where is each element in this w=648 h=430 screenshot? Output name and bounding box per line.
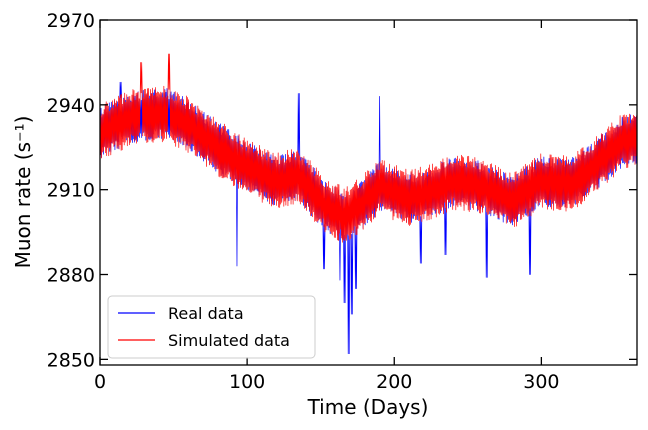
y-tick-label: 2910 xyxy=(47,180,95,202)
x-tick-label: 300 xyxy=(523,371,559,393)
x-tick-labels: 0 100 200 300 xyxy=(94,371,560,393)
y-axis-label: Muon rate (s⁻¹) xyxy=(11,116,35,269)
y-tick-labels: 2850 2880 2910 2940 2970 xyxy=(47,10,95,371)
legend-label-real-data: Real data xyxy=(168,304,244,323)
y-tick-label: 2850 xyxy=(47,349,95,371)
x-tick-label: 0 xyxy=(94,371,106,393)
legend-label-simulated-data: Simulated data xyxy=(168,331,290,350)
x-tick-label: 200 xyxy=(376,371,412,393)
series-line-simulated-data xyxy=(100,53,637,243)
y-tick-label: 2970 xyxy=(47,10,95,32)
x-axis-label: Time (Days) xyxy=(307,395,429,419)
legend-box xyxy=(107,295,316,359)
y-tick-label: 2940 xyxy=(47,95,95,117)
plot-frame xyxy=(99,19,638,366)
series-layer xyxy=(100,53,637,355)
ticks-layer xyxy=(99,19,637,365)
legend: Real data Simulated data xyxy=(107,295,316,359)
x-tick-label: 100 xyxy=(229,371,265,393)
y-tick-label: 2880 xyxy=(47,265,95,287)
